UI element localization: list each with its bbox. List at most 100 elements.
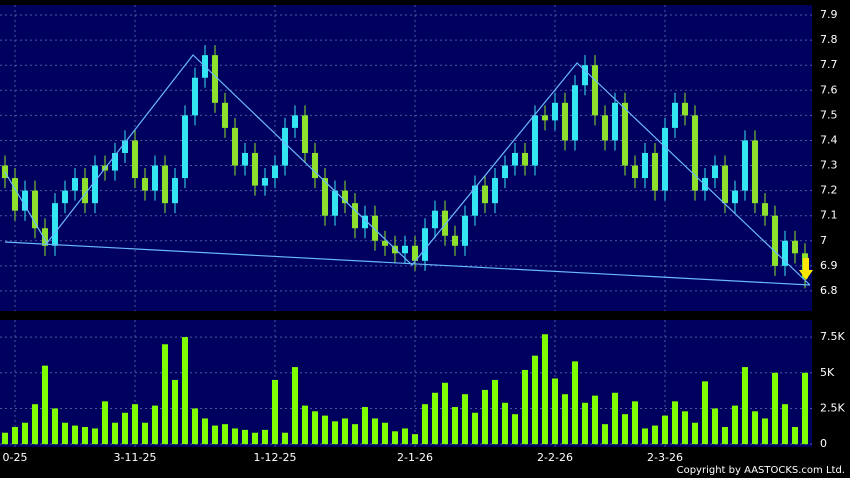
volume-bar	[782, 404, 788, 445]
candle-body	[642, 152, 648, 179]
candle-body	[722, 165, 728, 204]
candle-body	[342, 190, 348, 204]
candle-body	[412, 245, 418, 261]
candle-body	[462, 215, 468, 246]
volume-bar	[132, 404, 138, 445]
volume-bar	[12, 427, 18, 445]
volume-bar	[142, 422, 148, 445]
volume-bar	[292, 367, 298, 445]
volume-bar	[52, 408, 58, 445]
volume-bar	[152, 405, 158, 445]
volume-bar	[202, 418, 208, 445]
candle-body	[682, 102, 688, 116]
volume-bar	[282, 432, 288, 445]
candle-body	[652, 152, 658, 191]
marks	[2, 45, 808, 445]
candle-body	[522, 152, 528, 166]
y-tick-label: 7.6	[820, 83, 838, 96]
volume-bar	[242, 429, 248, 445]
candle-body	[162, 165, 168, 204]
volume-bar	[62, 422, 68, 445]
volume-bar	[692, 422, 698, 445]
candle-body	[52, 203, 58, 246]
price-panel	[0, 5, 812, 311]
candle-body	[402, 245, 408, 254]
volume-bar	[592, 395, 598, 445]
candle-body	[352, 203, 358, 229]
volume-bar	[562, 394, 568, 445]
volume-bar	[682, 411, 688, 445]
candle-body	[302, 115, 308, 153]
volume-bar	[322, 415, 328, 445]
volume-bar	[232, 428, 238, 445]
volume-bar	[652, 425, 658, 445]
candle-body	[222, 102, 228, 128]
volume-bar	[662, 415, 668, 445]
candle-body	[152, 165, 158, 191]
y-tick-label: 7.4	[820, 133, 838, 146]
y-tick-label: 7.3	[820, 159, 838, 172]
x-tick-label: 2-1-26	[397, 451, 433, 464]
candle-body	[502, 165, 508, 179]
candle-body	[562, 102, 568, 141]
candle-body	[192, 77, 198, 116]
volume-bar	[462, 394, 468, 445]
volume-bar	[772, 372, 778, 445]
volume-bar	[182, 337, 188, 445]
volume-bar	[192, 408, 198, 445]
candle-body	[82, 178, 88, 204]
candle-body	[332, 190, 338, 216]
volume-bar	[632, 401, 638, 445]
candle-body	[512, 152, 518, 166]
candle-body	[322, 178, 328, 216]
volume-bar	[442, 382, 448, 445]
volume-bar	[522, 369, 528, 445]
candle-body	[692, 115, 698, 191]
candle-body	[542, 115, 548, 121]
candle-body	[132, 140, 138, 179]
y-tick-label: 6.8	[820, 284, 838, 297]
candle-body	[362, 215, 368, 229]
volume-bar	[122, 412, 128, 445]
y2-tick-label: 2.5K	[820, 401, 845, 414]
volume-bar	[262, 429, 268, 445]
candle-body	[2, 165, 8, 179]
volume-bar	[422, 404, 428, 445]
candle-body	[42, 228, 48, 246]
zigzag-line	[4, 54, 811, 286]
candle-body	[392, 245, 398, 254]
volume-bar	[532, 355, 538, 445]
volume-bar	[92, 428, 98, 445]
candle-body	[622, 102, 628, 166]
x-tick-label: 3-11-25	[114, 451, 157, 464]
candle-body	[432, 210, 438, 229]
volume-bar	[172, 379, 178, 445]
volume-bar	[742, 367, 748, 445]
candle-body	[112, 152, 118, 171]
volume-bar	[702, 381, 708, 445]
volume-bar	[212, 425, 218, 445]
volume-bar	[472, 412, 478, 445]
y2-tick-label: 0	[820, 437, 827, 450]
volume-bar	[542, 334, 548, 445]
candle-body	[122, 140, 128, 153]
candle-body	[382, 240, 388, 246]
y2-tick-label: 7.5K	[820, 330, 845, 343]
volume-bar	[622, 414, 628, 445]
volume-bar	[582, 402, 588, 445]
volume-bar	[672, 401, 678, 445]
volume-bar	[302, 405, 308, 445]
volume-bar	[722, 427, 728, 445]
y-tick-label: 7.1	[820, 209, 838, 222]
volume-bar	[482, 389, 488, 445]
candle-body	[242, 152, 248, 166]
y-tick-label: 7.7	[820, 58, 838, 71]
volume-bar	[432, 392, 438, 445]
volume-bar	[22, 422, 28, 445]
candle-body	[472, 185, 478, 216]
candle-body	[172, 178, 178, 204]
candle-body	[422, 228, 428, 261]
candle-body	[732, 190, 738, 204]
candle-body	[632, 165, 638, 179]
